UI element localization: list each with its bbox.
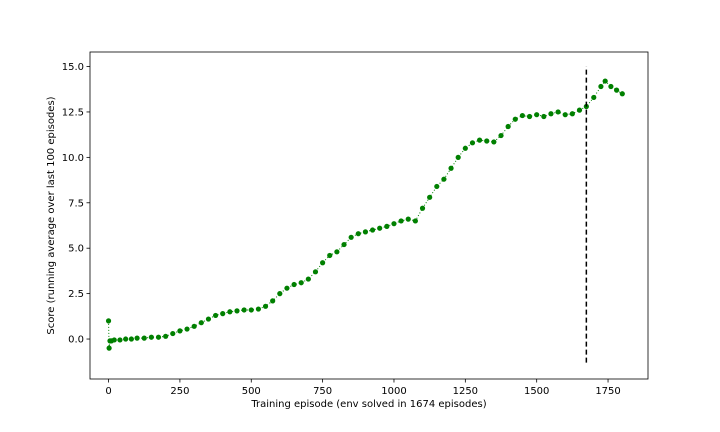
data-point (227, 309, 233, 315)
data-point (534, 112, 540, 118)
data-point (105, 318, 112, 324)
data-point (598, 83, 604, 90)
y-tick-label: 5.0 (68, 244, 84, 255)
data-point (569, 111, 575, 117)
data-point (562, 112, 568, 118)
data-point (205, 316, 212, 322)
data-point (177, 328, 183, 334)
data-point (576, 107, 583, 113)
y-tick-label: 12.5 (62, 107, 84, 118)
data-point (312, 269, 319, 275)
data-point (123, 336, 129, 342)
data-point (241, 307, 247, 313)
x-tick-label: 1750 (595, 386, 620, 397)
data-point (477, 137, 483, 143)
y-axis: 0.0 2.5 5.0 7.5 10.0 12.5 15.0 (62, 62, 90, 346)
data-point (298, 280, 304, 286)
data-point (327, 252, 333, 259)
data-point (117, 337, 123, 343)
data-point (419, 205, 426, 211)
data-point (148, 334, 154, 340)
data-point (505, 123, 511, 130)
data-point (398, 218, 404, 224)
plot-area (90, 52, 648, 379)
data-point (184, 326, 190, 332)
x-tick-label: 1500 (524, 386, 549, 397)
data-point (462, 145, 468, 151)
data-point (448, 165, 454, 171)
data-point (526, 113, 533, 120)
data-point (412, 218, 418, 224)
x-axis: 0 250 500 750 1000 1250 1500 1750 (105, 379, 621, 397)
data-point (484, 138, 490, 144)
data-point (128, 336, 134, 342)
data-point (469, 140, 476, 146)
data-point (234, 308, 240, 314)
data-point (270, 298, 276, 304)
data-point (141, 335, 147, 341)
y-axis-label: Score (running average over last 100 epi… (46, 96, 57, 334)
data-point (220, 311, 226, 317)
data-point (305, 276, 311, 282)
data-point (434, 183, 440, 190)
data-point (405, 216, 411, 222)
data-point (320, 260, 326, 266)
data-point (512, 116, 518, 122)
data-point (277, 291, 283, 297)
data-point (427, 194, 433, 200)
data-point (619, 91, 625, 97)
x-tick-label: 750 (313, 386, 332, 397)
data-point (614, 87, 620, 93)
x-tick-label: 1250 (453, 386, 478, 397)
data-point (498, 132, 504, 139)
data-point (334, 249, 340, 255)
data-point (348, 234, 354, 240)
data-point (155, 334, 162, 340)
data-point (369, 227, 376, 233)
data-point (377, 225, 383, 231)
data-point (262, 303, 269, 309)
data-point (341, 241, 347, 248)
data-point (491, 139, 497, 145)
data-point (384, 223, 390, 229)
data-point (455, 154, 461, 160)
plot-frame (89, 51, 649, 380)
x-tick-label: 500 (242, 386, 261, 397)
data-point (212, 312, 219, 319)
x-tick-label: 1000 (381, 386, 406, 397)
y-tick-label: 10.0 (62, 153, 84, 164)
data-point (134, 335, 140, 341)
y-tick-label: 2.5 (68, 289, 84, 300)
data-point (391, 221, 397, 227)
data-point (519, 112, 526, 119)
data-point (602, 78, 608, 84)
x-tick-label: 0 (105, 386, 111, 397)
data-point (248, 307, 254, 313)
data-point (255, 306, 261, 312)
x-axis-label: Training episode (env solved in 1674 epi… (250, 399, 486, 410)
data-point (608, 83, 614, 90)
y-tick-label: 0.0 (68, 335, 84, 346)
data-point (355, 231, 361, 237)
x-tick-label: 250 (170, 386, 189, 397)
data-point (441, 176, 447, 182)
y-tick-label: 7.5 (68, 198, 84, 209)
data-point (163, 333, 169, 339)
data-point (548, 111, 554, 117)
data-point (591, 94, 597, 101)
y-tick-label: 15.0 (62, 62, 84, 73)
data-point (170, 330, 176, 337)
data-point (291, 281, 297, 288)
data-point (111, 337, 117, 343)
data-point (284, 285, 290, 291)
data-point (191, 323, 197, 329)
data-point (555, 109, 561, 115)
data-point (198, 320, 204, 326)
data-point (362, 229, 369, 235)
data-point (541, 113, 547, 120)
data-point (106, 345, 112, 351)
